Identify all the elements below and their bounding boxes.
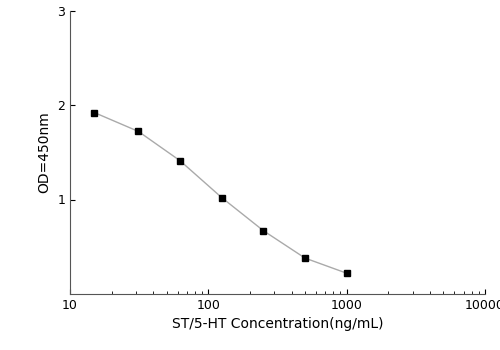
X-axis label: ST/5-HT Concentration(ng/mL): ST/5-HT Concentration(ng/mL)	[172, 317, 384, 331]
Y-axis label: OD=450nm: OD=450nm	[38, 111, 52, 193]
